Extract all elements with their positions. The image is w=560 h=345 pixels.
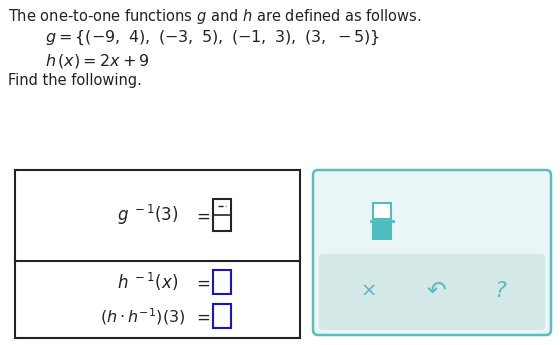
FancyBboxPatch shape — [319, 254, 545, 330]
Text: $\left(h\cdot h^{-1}\right)(3)$: $\left(h\cdot h^{-1}\right)(3)$ — [100, 306, 186, 327]
Bar — [213, 304, 231, 328]
Text: ↶: ↶ — [427, 278, 446, 303]
Bar — [373, 223, 391, 238]
Bar — [213, 270, 231, 294]
Text: Find the following.: Find the following. — [8, 73, 142, 88]
Text: ?: ? — [494, 280, 506, 300]
Text: The one-to-one functions $g$ and $h$ are defined as follows.: The one-to-one functions $g$ and $h$ are… — [8, 7, 422, 26]
Text: $=$: $=$ — [193, 206, 211, 224]
Text: $=$: $=$ — [193, 273, 211, 292]
Text: $\times$: $\times$ — [360, 281, 376, 300]
Text: $g^{\ -1}(3)$: $g^{\ -1}(3)$ — [117, 203, 179, 227]
FancyBboxPatch shape — [313, 170, 551, 335]
Text: $g=\{(-9,\ 4),\ (-3,\ 5),\ (-1,\ 3),\ (3,\ -5)\}$: $g=\{(-9,\ 4),\ (-3,\ 5),\ (-1,\ 3),\ (3… — [45, 29, 380, 47]
Bar — [213, 199, 231, 231]
Text: $h\,(x)=2x+9$: $h\,(x)=2x+9$ — [45, 52, 150, 70]
Text: $=$: $=$ — [193, 307, 211, 325]
Bar — [373, 203, 391, 218]
Bar — [15, 170, 300, 338]
Text: $h^{\ -1}(x)$: $h^{\ -1}(x)$ — [118, 271, 179, 293]
